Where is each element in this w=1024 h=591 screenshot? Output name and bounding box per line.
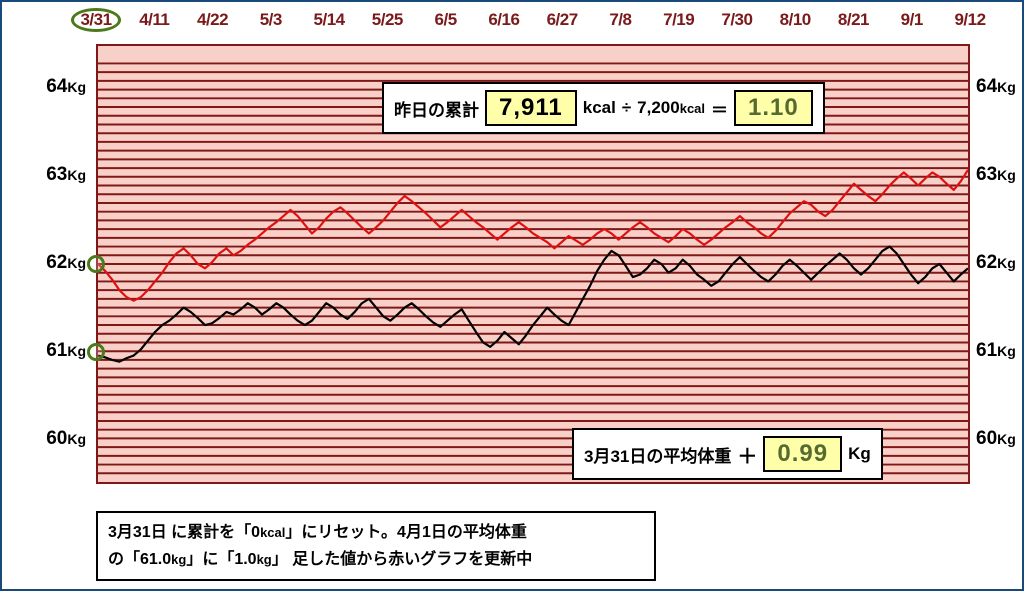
info-top-div: ÷ bbox=[622, 98, 631, 118]
info-bottom-value: 0.99 bbox=[763, 436, 842, 472]
x-date-label: 6/5 bbox=[435, 10, 457, 30]
x-date-label: 5/14 bbox=[314, 10, 345, 30]
y-label-right: 63Kg bbox=[976, 164, 1016, 186]
circled-date-icon bbox=[71, 8, 121, 32]
info-bottom-sign: ＋ bbox=[737, 440, 757, 469]
chart-frame: 3/314/114/225/35/145/256/56/166/277/87/1… bbox=[0, 0, 1024, 591]
info-top-result: 1.10 bbox=[734, 90, 813, 126]
y-label-right: 64Kg bbox=[976, 76, 1016, 98]
start-marker-icon bbox=[87, 255, 105, 273]
caption-line1: 3月31日 に累計を「0kcal」にリセット。4月1日の平均体重 bbox=[108, 519, 644, 546]
caption-box: 3月31日 に累計を「0kcal」にリセット。4月1日の平均体重 の「61.0k… bbox=[96, 511, 656, 581]
x-date-label: 7/30 bbox=[721, 10, 752, 30]
info-top-label: 昨日の累計 bbox=[394, 96, 479, 121]
y-label-left: 64Kg bbox=[6, 76, 86, 98]
caption-line2: の「61.0kg」に「1.0kg」 足した値から赤いグラフを更新中 bbox=[108, 546, 644, 573]
info-bottom-box: 3月31日の平均体重 ＋ 0.99 Kg bbox=[572, 428, 883, 480]
info-top-box: 昨日の累計 7,911 kcal ÷ 7,200kcal ＝ 1.10 bbox=[382, 82, 825, 134]
y-label-left: 62Kg bbox=[6, 252, 86, 274]
x-date-label: 6/27 bbox=[547, 10, 578, 30]
y-label-left: 60Kg bbox=[6, 428, 86, 450]
info-top-eq: ＝ bbox=[711, 96, 728, 121]
info-top-value: 7,911 bbox=[485, 90, 577, 126]
y-label-right: 60Kg bbox=[976, 428, 1016, 450]
x-date-label: 9/1 bbox=[901, 10, 923, 30]
x-date-label: 6/16 bbox=[488, 10, 519, 30]
x-date-label: 4/22 bbox=[197, 10, 228, 30]
start-marker-icon bbox=[87, 343, 105, 361]
y-label-left: 63Kg bbox=[6, 164, 86, 186]
info-bottom-unit: Kg bbox=[848, 444, 871, 464]
info-bottom-label: 3月31日の平均体重 bbox=[584, 442, 731, 467]
info-top-unit1: kcal bbox=[583, 98, 616, 118]
x-date-label: 5/3 bbox=[260, 10, 282, 30]
x-axis-top: 3/314/114/225/35/145/256/56/166/277/87/1… bbox=[2, 10, 1022, 40]
x-date-label: 5/25 bbox=[372, 10, 403, 30]
y-label-right: 62Kg bbox=[976, 252, 1016, 274]
x-date-label: 4/11 bbox=[139, 10, 169, 30]
y-label-left: 61Kg bbox=[6, 340, 86, 362]
x-date-label: 7/19 bbox=[663, 10, 694, 30]
x-date-label: 8/21 bbox=[838, 10, 869, 30]
info-top-divisor: 7,200kcal bbox=[637, 98, 705, 118]
y-label-right: 61Kg bbox=[976, 340, 1016, 362]
x-date-label: 9/12 bbox=[954, 10, 985, 30]
x-date-label: 7/8 bbox=[609, 10, 631, 30]
x-date-label: 8/10 bbox=[780, 10, 811, 30]
